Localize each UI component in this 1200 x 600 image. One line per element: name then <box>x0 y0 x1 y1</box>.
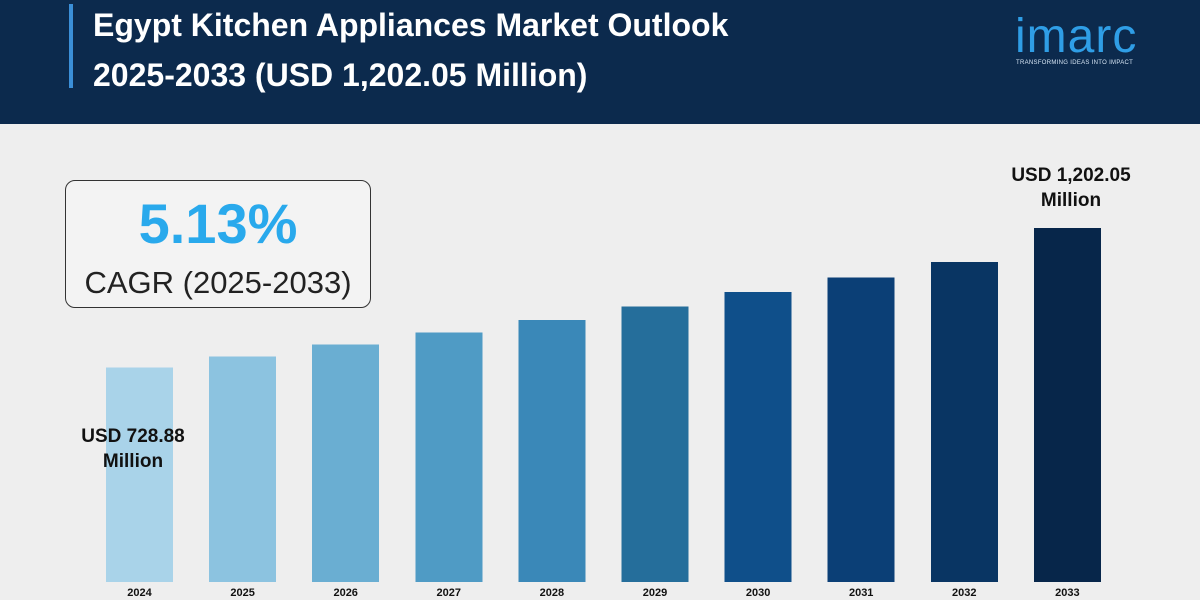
start-callout-line-1: USD 728.88 <box>81 426 185 447</box>
cagr-label: CAGR (2025-2033) <box>84 265 352 300</box>
x-tick-label-2029: 2029 <box>643 587 667 599</box>
x-tick-label-2031: 2031 <box>849 587 873 599</box>
cagr-value: 5.13% <box>138 192 298 255</box>
cagr-box: 5.13% CAGR (2025-2033) <box>65 180 371 308</box>
header-banner: Egypt Kitchen Appliances Market Outlook … <box>0 0 1200 124</box>
x-tick-label-2032: 2032 <box>952 587 976 599</box>
bar-2030 <box>724 292 792 582</box>
x-tick-label-2033: 2033 <box>1055 587 1079 599</box>
end-value-callout: USD 1,202.05 Million <box>988 163 1154 213</box>
bar-2028 <box>518 319 586 582</box>
bar-2033 <box>1033 228 1101 582</box>
x-tick-labels: 2024 2025 2026 2027 2028 2029 2030 2031 2032 2033 <box>127 587 1079 599</box>
logo-wordmark: imarc <box>1015 10 1138 63</box>
title-line-2: 2025-2033 (USD 1,202.05 Million) <box>93 57 588 93</box>
bar-2031 <box>827 277 895 582</box>
x-tick-label-2025: 2025 <box>230 587 254 599</box>
x-tick-label-2030: 2030 <box>746 587 770 599</box>
end-callout-line-2: Million <box>1040 190 1102 211</box>
x-tick-label-2026: 2026 <box>333 587 357 599</box>
bar-2032 <box>930 261 998 582</box>
start-value-callout: USD 728.88 Million <box>50 424 216 474</box>
x-tick-label-2024: 2024 <box>127 587 152 599</box>
header-accent-bar <box>69 4 73 88</box>
bar-group <box>106 228 1101 582</box>
bar-2026 <box>312 344 380 582</box>
bar-2027 <box>415 332 483 582</box>
logo-tagline: TRANSFORMING IDEAS INTO IMPACT <box>1016 60 1134 66</box>
x-tick-label-2027: 2027 <box>437 587 461 599</box>
bar-2025 <box>209 356 277 582</box>
imarc-logo: imarc TRANSFORMING IDEAS INTO IMPACT <box>1010 6 1170 76</box>
bar-2029 <box>621 306 689 582</box>
x-tick-label-2028: 2028 <box>540 587 564 599</box>
start-callout-line-2: Million <box>102 451 164 472</box>
bar-2024 <box>106 367 173 582</box>
end-callout-line-1: USD 1,202.05 <box>1011 165 1131 186</box>
title-line-1: Egypt Kitchen Appliances Market Outlook <box>93 7 729 43</box>
page-title: Egypt Kitchen Appliances Market Outlook … <box>93 0 728 100</box>
